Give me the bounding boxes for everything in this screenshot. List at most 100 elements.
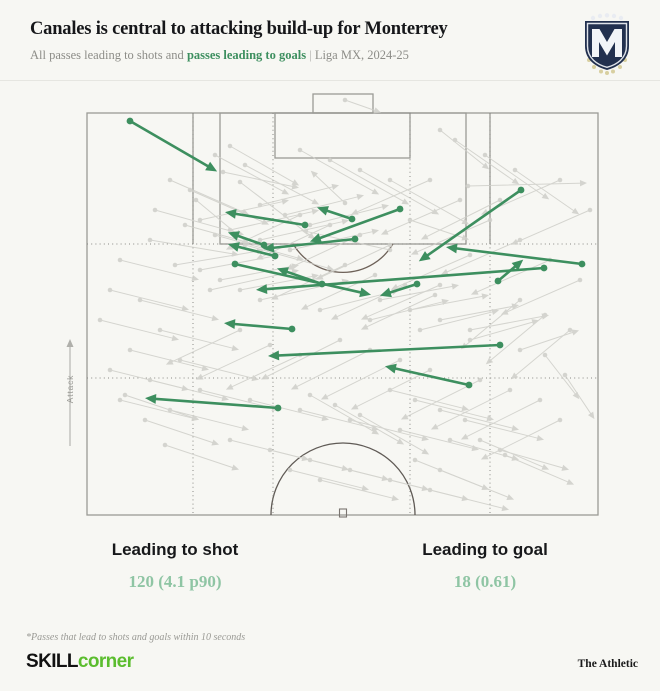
- pass-arrow-line: [309, 205, 386, 226]
- pass-origin-dot: [387, 477, 393, 483]
- summary-stats: Leading to shot 120 (4.1 p90) Leading to…: [0, 540, 660, 600]
- pass-origin-dot: [267, 342, 273, 348]
- pass-origin-dot: [231, 260, 239, 268]
- pass-arrow-head: [511, 454, 520, 461]
- pass-origin-dot: [332, 402, 338, 408]
- pass-origin-dot: [412, 397, 418, 403]
- pass-arrow-line: [239, 181, 313, 238]
- pass-arrow-line: [389, 366, 471, 387]
- pass-arrow-line: [249, 399, 326, 420]
- pass-arrow-head: [360, 313, 369, 320]
- pass-arrow-head: [501, 505, 510, 512]
- pass-origin-dot: [271, 252, 279, 260]
- pass-origin-dot: [397, 427, 403, 433]
- pass-arrow-line: [363, 294, 436, 329]
- page-title: Canales is central to attacking build-up…: [30, 19, 448, 39]
- pass-arrow-head: [440, 268, 449, 275]
- pass-origin-dot: [477, 377, 483, 383]
- pass-origin-dot: [162, 442, 168, 448]
- pass-arrow-head: [331, 183, 340, 190]
- pass-arrow-line: [229, 145, 297, 185]
- pass-origin-dot: [288, 325, 296, 333]
- pass-arrow-head: [400, 413, 409, 420]
- pass-origin-dot: [557, 177, 563, 183]
- pass-arrow-line: [229, 211, 307, 227]
- pass-arrow-head: [267, 350, 280, 361]
- pass-arrow-head: [231, 345, 240, 352]
- pass-arrow-line: [119, 399, 196, 420]
- pass-arrow-line: [379, 285, 456, 301]
- pass-arrow-line: [267, 237, 357, 250]
- pass-origin-dot: [193, 197, 199, 203]
- pass-arrow-line: [469, 315, 546, 331]
- pass-arrow-line: [232, 233, 266, 247]
- pass-arrow-head: [481, 293, 490, 300]
- pass-arrow-line: [513, 329, 571, 378]
- pass-origin-dot: [237, 179, 243, 185]
- pass-arrow-line: [289, 469, 366, 490]
- pass-arrow-line: [260, 266, 546, 291]
- pass-arrow-head: [401, 198, 410, 205]
- pass-origin-dot: [342, 200, 348, 206]
- pass-origin-dot: [247, 397, 253, 403]
- pass-arrow-line: [334, 404, 402, 444]
- pass-arrow-line: [144, 419, 216, 444]
- stat-leading-to-goal: Leading to goal 18 (0.61): [335, 540, 635, 592]
- pass-arrow-line: [139, 299, 216, 320]
- pass-arrow-head: [311, 208, 320, 215]
- pass-origin-dot: [348, 215, 356, 223]
- pass-origin-dot: [496, 341, 504, 349]
- pass-arrow-head: [371, 428, 380, 435]
- pass-arrow-head: [261, 218, 270, 225]
- pass-arrow-head: [321, 415, 330, 422]
- pass-arrow-line: [439, 129, 487, 168]
- pass-map-chart: Attack: [0, 86, 660, 536]
- pass-arrow-line: [309, 394, 377, 434]
- pass-arrow-head: [461, 234, 470, 241]
- pass-origin-dot: [377, 297, 383, 303]
- pass-origin-dot: [197, 387, 203, 393]
- pass-arrow-head: [326, 264, 335, 271]
- pass-arrow-head: [227, 231, 240, 241]
- pass-arrow-line: [393, 254, 471, 289]
- pass-origin-dot: [117, 257, 123, 263]
- pass-origin-dot: [437, 317, 443, 323]
- pass-origin-dot: [237, 327, 243, 333]
- pass-arrow-line: [263, 339, 341, 379]
- pass-arrow-line: [129, 349, 206, 370]
- pass-arrow-head: [360, 323, 369, 330]
- pass-arrow-head: [341, 218, 350, 225]
- pass-arrow-head: [281, 188, 290, 195]
- pass-origin-dot: [387, 247, 393, 253]
- pass-origin-dot: [407, 307, 413, 313]
- pass-origin-dot: [212, 152, 218, 158]
- pass-arrow-head: [421, 448, 430, 455]
- pass-origin-dot: [507, 387, 513, 393]
- pass-arrow-line: [369, 300, 446, 321]
- pitch-svg: [86, 93, 599, 518]
- pass-arrow-line: [214, 234, 301, 260]
- pass-arrow-head: [485, 357, 494, 365]
- pass-arrow-head: [211, 439, 220, 446]
- pass-arrow-head: [541, 463, 550, 470]
- pass-arrow-head: [460, 433, 469, 440]
- pass-origin-dot: [557, 417, 563, 423]
- pass-arrow-line: [281, 269, 324, 286]
- pass-origin-dot: [357, 232, 363, 238]
- pass-origin-dot: [351, 235, 359, 243]
- pass-arrow-head: [384, 363, 397, 374]
- pass-origin-dot: [497, 197, 503, 203]
- pass-origin-dot: [237, 287, 243, 293]
- pass-origin-dot: [152, 207, 158, 213]
- pass-origin-dot: [357, 167, 363, 173]
- pass-arrow-line: [318, 244, 391, 279]
- pass-arrow-line: [389, 179, 467, 224]
- pass-arrow-head: [379, 287, 392, 298]
- pass-arrow-line: [149, 239, 236, 255]
- pass-arrow-head: [587, 411, 595, 420]
- pass-arrow-head: [511, 425, 520, 432]
- pass-arrow-line: [344, 99, 378, 112]
- pass-origin-dot: [242, 162, 248, 168]
- pass-origin-dot: [107, 287, 113, 293]
- pass-origin-dot: [357, 412, 363, 418]
